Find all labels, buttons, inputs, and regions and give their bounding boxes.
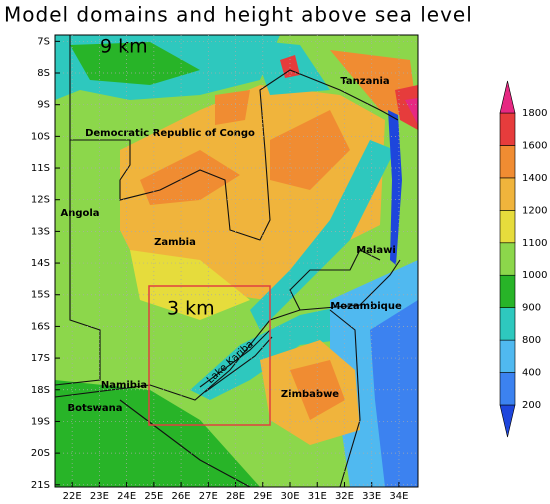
- colorbar-box: [499, 242, 516, 276]
- domain-label: 9 km: [100, 36, 148, 58]
- lake: [388, 110, 402, 265]
- colorbar-extend: [499, 80, 516, 114]
- terrain: [290, 50, 418, 420]
- x-tick-label: 23E: [90, 491, 109, 502]
- x-tick-label: 34E: [389, 491, 408, 502]
- colorbar-extend: [499, 404, 516, 438]
- colorbar-label: 200: [522, 400, 541, 411]
- colorbar-box: [499, 145, 516, 179]
- colorbar-label: 800: [522, 335, 541, 346]
- y-tick-label: 7S: [37, 36, 50, 47]
- border: [69, 35, 399, 241]
- colorbar-box: [499, 177, 516, 211]
- place-label: Malawi: [356, 245, 396, 256]
- colorbar-box: [499, 339, 516, 373]
- colorbar-box: [499, 210, 516, 244]
- place-label: Democratic Republic of Congo: [85, 128, 255, 139]
- domain-label: 3 km: [167, 298, 215, 320]
- x-tick-label: 25E: [144, 491, 163, 502]
- colorbar-box: [499, 112, 516, 146]
- y-tick-label: 12S: [31, 195, 50, 206]
- x-tick-label: 27E: [199, 491, 218, 502]
- colorbar-box: [499, 274, 516, 308]
- terrain: [370, 300, 418, 487]
- colorbar-label: 400: [522, 368, 541, 379]
- place-label: Mozambique: [330, 301, 402, 312]
- place-label: Zambia: [154, 237, 196, 248]
- map-frame: [54, 34, 419, 488]
- y-tick-label: 16S: [31, 321, 50, 332]
- lake-shore: [199, 329, 273, 393]
- y-tick-label: 21S: [31, 480, 50, 491]
- place-label: Namibia: [101, 380, 147, 391]
- colorbar-box: [499, 372, 516, 406]
- terrain: [55, 380, 260, 487]
- y-tick-label: 14S: [31, 258, 50, 269]
- terrain: [140, 90, 350, 205]
- border: [119, 309, 361, 488]
- x-tick-label: 26E: [172, 491, 191, 502]
- y-tick-label: 19S: [31, 416, 50, 427]
- place-label: Angola: [60, 208, 99, 219]
- colorbar-label: 1100: [522, 238, 547, 249]
- y-tick-label: 9S: [37, 100, 50, 111]
- place-label: Zimbabwe: [281, 389, 339, 400]
- x-tick-label: 28E: [226, 491, 245, 502]
- y-tick-label: 13S: [31, 226, 50, 237]
- colorbar-label: 900: [522, 303, 541, 314]
- title: Model domains and height above sea level: [4, 3, 473, 27]
- terrain: [70, 42, 200, 85]
- y-tick-label: 11S: [31, 163, 50, 174]
- x-tick-label: 32E: [335, 491, 354, 502]
- terrain: [250, 40, 395, 330]
- x-tick-label: 22E: [63, 491, 82, 502]
- colorbar-label: 1800: [522, 108, 547, 119]
- colorbar-box: [499, 307, 516, 341]
- y-tick-label: 8S: [37, 68, 50, 79]
- x-tick-label: 31E: [308, 491, 327, 502]
- x-tick-label: 33E: [362, 491, 381, 502]
- terrain: [55, 35, 418, 487]
- y-tick-label: 15S: [31, 290, 50, 301]
- terrain: [130, 250, 250, 320]
- place-label: Botswana: [67, 403, 122, 414]
- colorbar-label: 1000: [522, 270, 547, 281]
- x-tick-label: 29E: [253, 491, 272, 502]
- colorbar-label: 1200: [522, 205, 547, 216]
- border: [289, 249, 381, 311]
- inner-domain: [148, 285, 271, 426]
- terrain: [280, 55, 418, 130]
- x-tick-label: 24E: [117, 491, 136, 502]
- y-tick-label: 20S: [31, 448, 50, 459]
- colorbar-label: 1400: [522, 173, 547, 184]
- terrain: [405, 98, 418, 125]
- y-tick-label: 10S: [31, 131, 50, 142]
- y-tick-label: 17S: [31, 353, 50, 364]
- place-label: Tanzania: [340, 76, 389, 87]
- border: [54, 140, 101, 386]
- colorbar-label: 1600: [522, 140, 547, 151]
- x-tick-label: 30E: [280, 491, 299, 502]
- y-tick-label: 18S: [31, 385, 50, 396]
